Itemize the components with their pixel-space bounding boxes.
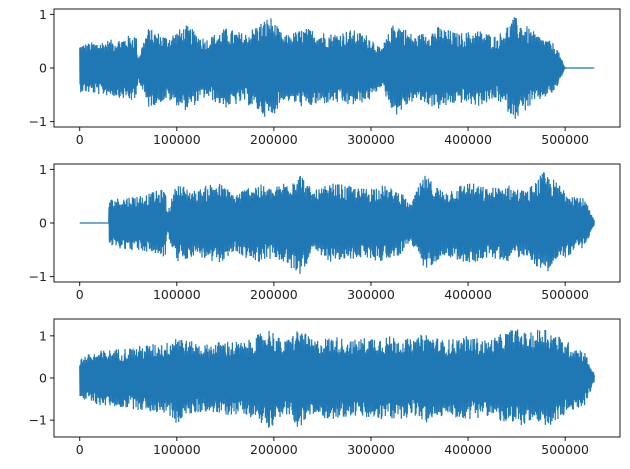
- y-tick-label: −1: [29, 413, 47, 428]
- x-tick-label: 300000: [347, 287, 395, 302]
- waveform-panel-top: 0 100000 200000 300000 400000 500000 −1 0 1: [29, 7, 621, 147]
- y-tick-label: 0: [39, 61, 47, 76]
- x-tick-label: 200000: [250, 442, 298, 457]
- waveform-line-middle: [79, 172, 595, 274]
- x-tick-label: 300000: [347, 442, 395, 457]
- x-tick-label: 0: [76, 287, 84, 302]
- y-tick-label: −1: [29, 114, 47, 129]
- x-tick-label: 400000: [444, 287, 492, 302]
- y-tick-label: 0: [39, 216, 47, 231]
- y-tick-label: 1: [39, 7, 47, 22]
- x-tick-label: 500000: [541, 442, 589, 457]
- x-tick-label: 200000: [250, 132, 298, 147]
- x-tick-label: 100000: [153, 287, 201, 302]
- x-tick-label: 500000: [541, 287, 589, 302]
- y-tick-label: −1: [29, 269, 47, 284]
- x-tick-label: 200000: [250, 287, 298, 302]
- y-tick-label: 1: [39, 162, 47, 177]
- x-tick-label: 400000: [444, 132, 492, 147]
- x-tick-label: 400000: [444, 442, 492, 457]
- x-tick-label: 500000: [541, 132, 589, 147]
- x-tick-label: 100000: [153, 132, 201, 147]
- waveform-panel-middle: 0 100000 200000 300000 400000 500000 −1 0 1: [29, 162, 621, 302]
- waveform-panel-bottom: 0 100000 200000 300000 400000 500000 −1 0 1: [29, 318, 621, 457]
- x-tick-label: 100000: [153, 442, 201, 457]
- waveform-line-top: [79, 17, 595, 119]
- y-tick-label: 0: [39, 371, 47, 386]
- x-tick-label: 0: [76, 442, 84, 457]
- x-tick-label: 300000: [347, 132, 395, 147]
- waveform-line-bottom: [79, 329, 595, 428]
- x-tick-label: 0: [76, 132, 84, 147]
- y-tick-label: 1: [39, 328, 47, 343]
